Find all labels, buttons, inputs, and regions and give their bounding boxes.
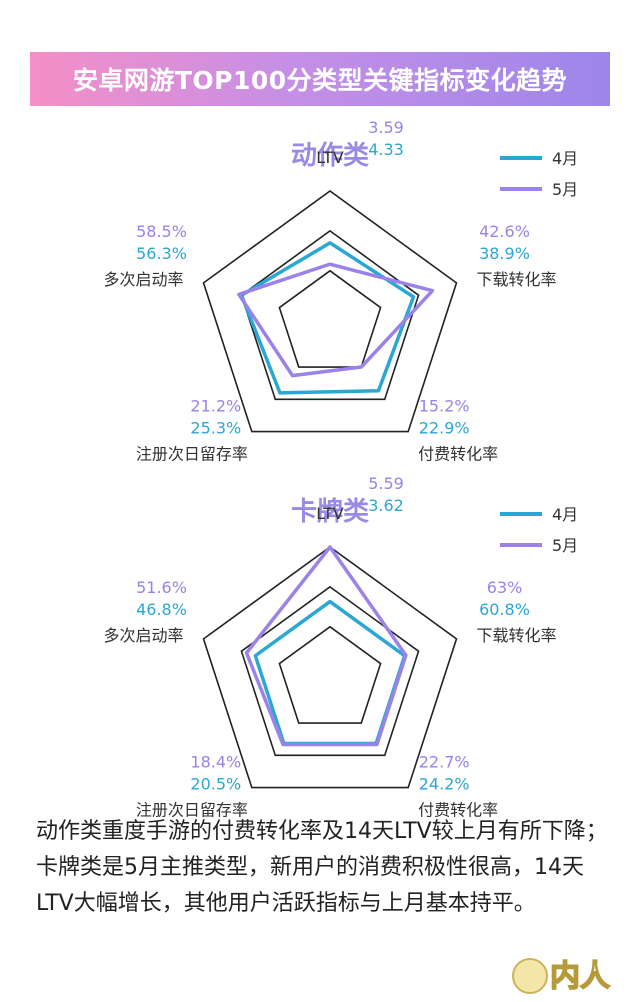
radar-svg: 卡牌类 4月 5月 LTV 5.59 3.62 下载转化率 63% 60.8% 付费转化率 22.7… [104, 474, 579, 820]
axis-label: 下载转化率 [476, 270, 556, 289]
axis-label: 多次启动率 [104, 626, 184, 645]
axis-label: 注册次日留存率 [136, 801, 248, 820]
value-label: 3.62 [368, 496, 404, 515]
value-label: 15.2% [419, 397, 470, 416]
value-label: 58.5% [136, 222, 187, 241]
value-label: 22.9% [419, 419, 470, 438]
value-label: 42.6% [479, 222, 530, 241]
grid-pentagon [202, 546, 458, 789]
chart-title: 卡牌类 [291, 496, 369, 527]
legend-label: 4月 [552, 505, 578, 524]
series-polygon-4月 [239, 241, 416, 395]
series-polygon-5月 [237, 262, 435, 378]
value-label: 22.7% [419, 753, 470, 772]
logo-emblem-icon [512, 958, 548, 994]
description: 动作类重度手游的付费转化率及14天LTV较上月有所下降； 卡牌类是5月主推类型，… [36, 814, 616, 922]
logo-text: 内人 [550, 959, 610, 994]
grid-pentagon [240, 229, 420, 401]
axis-label: 下载转化率 [476, 626, 556, 645]
description-line-2: 卡牌类是5月主推类型，新用户的消费积极性很高，14天LTV大幅增长，其他用户活跃… [36, 855, 584, 916]
watermark-logo: 内人 [506, 952, 636, 998]
axis-label: 付费转化率 [418, 445, 498, 464]
value-label: 60.8% [479, 600, 530, 619]
grid-pentagon [202, 190, 458, 433]
grid-pentagon [278, 269, 382, 368]
value-label: 56.3% [136, 244, 187, 263]
value-label: 25.3% [190, 419, 241, 438]
axis-label: 注册次日留存率 [136, 445, 248, 464]
axis-label: LTV [316, 148, 343, 167]
axis-label: 付费转化率 [418, 801, 498, 820]
legend-label: 5月 [552, 536, 578, 555]
radar-chart-action: 动作类 4月 5月 LTV 3.59 4.33 下载转化率 42.6% 38.9% 付费转化率 15… [0, 118, 640, 468]
value-label: 4.33 [368, 140, 404, 159]
value-label: 38.9% [479, 244, 530, 263]
value-label: 3.59 [368, 118, 404, 137]
value-label: 46.8% [136, 600, 187, 619]
radar-chart-card: 卡牌类 4月 5月 LTV 5.59 3.62 下载转化率 63% 60.8% 付费转化率 22.7… [0, 474, 640, 824]
value-label: 51.6% [136, 578, 187, 597]
legend-label: 4月 [552, 149, 578, 168]
value-label: 5.59 [368, 474, 404, 493]
chart-title: 动作类 [291, 141, 369, 171]
value-label: 24.2% [419, 775, 470, 794]
value-label: 21.2% [190, 397, 241, 416]
value-label: 20.5% [190, 775, 241, 794]
axis-label: LTV [316, 504, 343, 523]
description-line-1: 动作类重度手游的付费转化率及14天LTV较上月有所下降； [36, 819, 608, 844]
page-title: 安卓网游TOP100分类型关键指标变化趋势 [72, 66, 568, 95]
grid-pentagon [240, 585, 420, 757]
value-label: 63% [487, 578, 523, 597]
header-banner: 安卓网游TOP100分类型关键指标变化趋势 [30, 52, 610, 106]
series-polygon-5月 [244, 545, 408, 747]
grid-pentagon [278, 625, 382, 724]
value-label: 18.4% [190, 753, 241, 772]
legend-label: 5月 [552, 180, 578, 199]
radar-svg: 动作类 4月 5月 LTV 3.59 4.33 下载转化率 42.6% 38.9% 付费转化率 15… [104, 118, 579, 464]
axis-label: 多次启动率 [104, 270, 184, 289]
